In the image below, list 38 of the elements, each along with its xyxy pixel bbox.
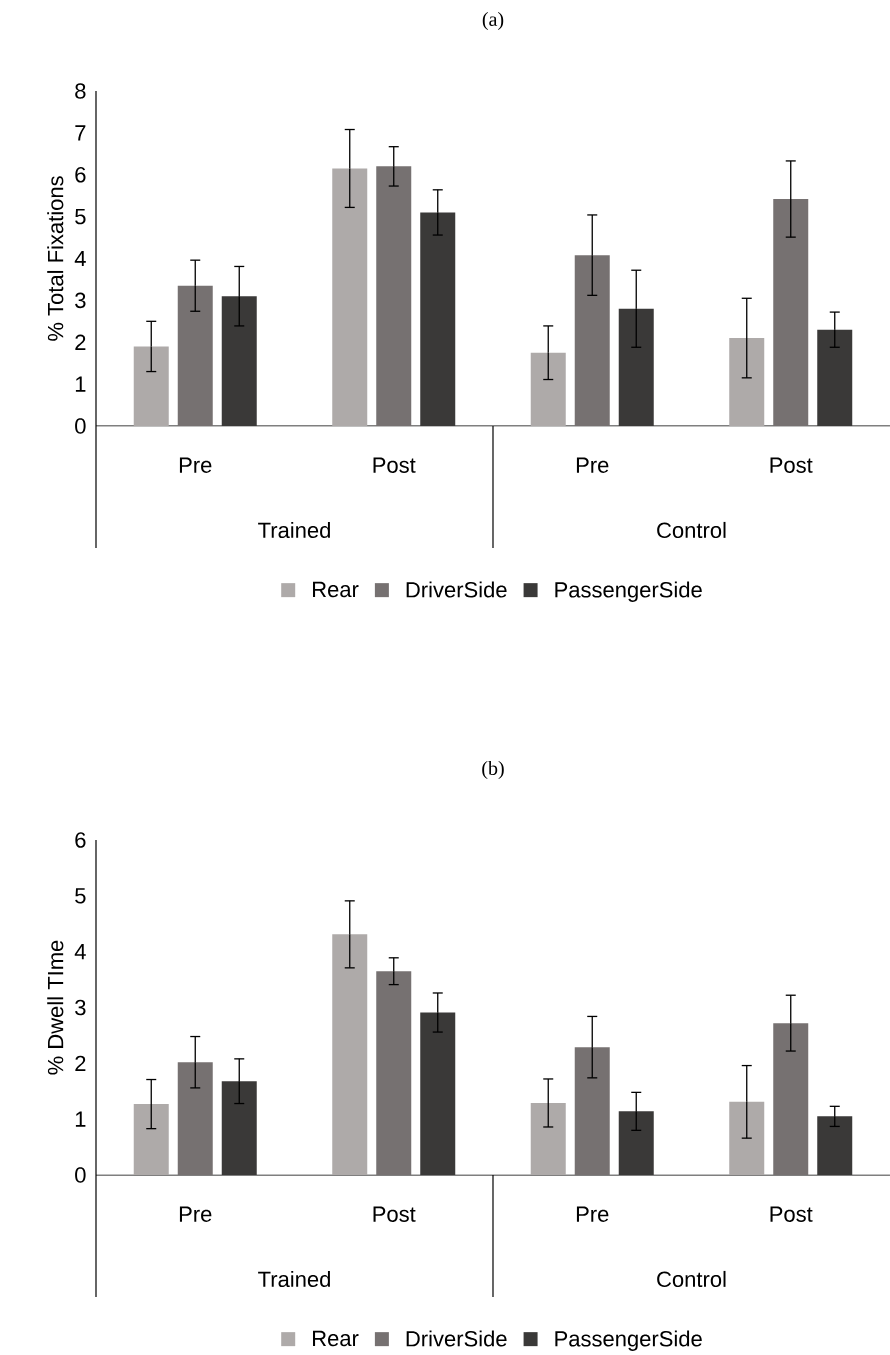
y-tick-label: 5 — [75, 208, 86, 225]
y-tick-label: 3 — [75, 292, 86, 309]
y-tick-label: 0 — [75, 418, 86, 434]
legend-label: PassengerSide — [555, 1330, 702, 1351]
y-tick-label: 3 — [75, 999, 86, 1016]
x-tick-label: Post — [770, 1206, 813, 1222]
legend-label: DriverSide — [406, 1330, 507, 1347]
legend-label: DriverSide — [406, 581, 507, 598]
legend-label: PassengerSide — [555, 581, 702, 602]
y-tick-label: 6 — [75, 832, 86, 848]
text: Control — [657, 1270, 726, 1288]
y-tick-label: 8 — [75, 83, 86, 99]
x-tick-label: Post — [373, 1206, 416, 1222]
y-tick-label: 2 — [75, 1055, 86, 1072]
x-tick-label: Pre — [179, 1206, 212, 1222]
text: Trained — [258, 1270, 330, 1288]
y-tick-label: 5 — [75, 888, 86, 904]
y-tick-label: 7 — [75, 125, 86, 141]
x-tick-label: Post — [770, 457, 813, 473]
y-tick-label: 4 — [74, 250, 86, 267]
y-tick-label: 0 — [75, 1167, 86, 1183]
legend-label: Rear — [313, 581, 359, 598]
legend-label: Rear — [313, 1330, 359, 1347]
y-tick-label: 6 — [75, 166, 86, 183]
y-tick-label: 1 — [75, 1111, 86, 1127]
chart-title: (a) — [482, 11, 504, 31]
text: Trained — [258, 521, 330, 539]
x-tick-label: Post — [373, 457, 416, 473]
x-tick-label: Pre — [179, 457, 212, 473]
x-tick-label: Pre — [576, 457, 609, 473]
y-axis-title: % Dwell TIme — [47, 940, 64, 1075]
y-tick-label: 1 — [75, 376, 86, 392]
chart-title: (b) — [482, 760, 504, 780]
text: Control — [657, 521, 726, 539]
y-tick-label: 4 — [74, 944, 86, 960]
y-tick-label: 2 — [75, 334, 86, 350]
x-tick-label: Pre — [576, 1206, 609, 1222]
y-axis-title: % Total Fixations — [47, 176, 64, 341]
